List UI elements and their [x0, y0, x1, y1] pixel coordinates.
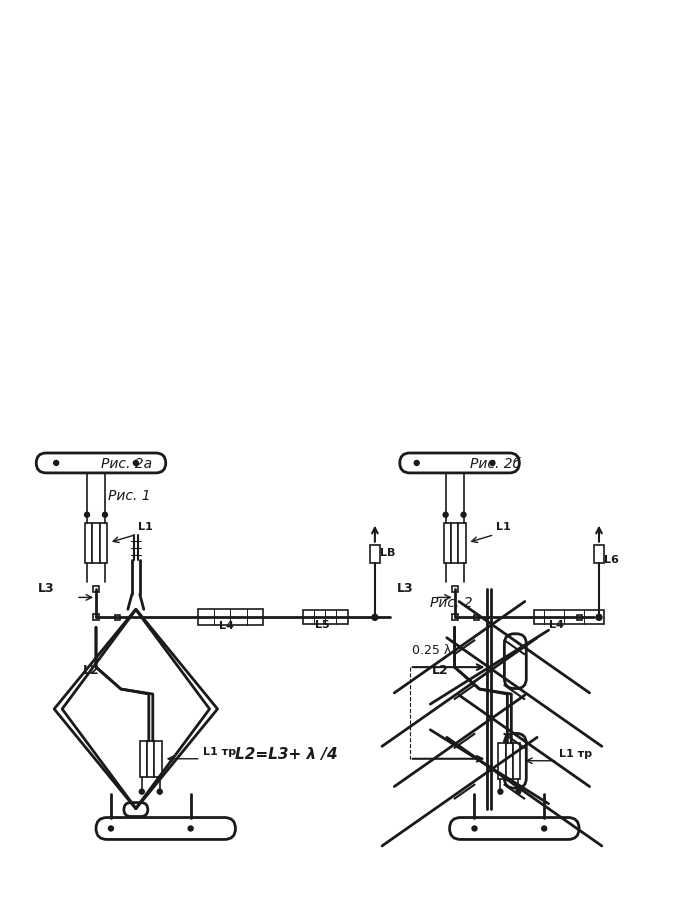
FancyBboxPatch shape [505, 734, 526, 788]
Circle shape [54, 460, 58, 466]
Text: L1: L1 [496, 521, 511, 531]
Bar [452, 614, 457, 620]
Text: Рис. 1: Рис. 1 [108, 489, 150, 503]
Circle shape [498, 789, 503, 794]
Text: Рис. 2б: Рис. 2б [470, 457, 521, 471]
Circle shape [541, 826, 546, 831]
Bar [506, 743, 513, 779]
Bar [147, 741, 155, 777]
FancyBboxPatch shape [36, 453, 166, 473]
Text: L2: L2 [83, 664, 100, 677]
Circle shape [139, 789, 144, 794]
Circle shape [596, 614, 602, 620]
Circle shape [461, 512, 466, 517]
Bar [458, 522, 466, 563]
Bar [93, 586, 99, 592]
Text: L3: L3 [397, 583, 413, 595]
Bar [443, 522, 451, 563]
Circle shape [443, 512, 448, 517]
Bar [140, 741, 147, 777]
Circle shape [102, 512, 107, 517]
Circle shape [414, 460, 419, 466]
Bar [513, 743, 521, 779]
Bar [452, 586, 457, 592]
FancyBboxPatch shape [400, 453, 519, 473]
FancyBboxPatch shape [96, 817, 235, 840]
Text: Рис. 2а: Рис. 2а [101, 457, 152, 471]
Text: L6: L6 [604, 555, 619, 565]
Circle shape [490, 460, 495, 466]
Circle shape [84, 512, 90, 517]
Text: L1: L1 [138, 521, 152, 531]
Text: L4: L4 [549, 620, 564, 630]
Circle shape [188, 826, 193, 831]
Bar [498, 743, 506, 779]
Circle shape [472, 826, 477, 831]
Bar [303, 610, 347, 624]
Bar [85, 522, 93, 563]
Circle shape [157, 789, 162, 794]
Bar [198, 610, 263, 626]
FancyBboxPatch shape [450, 817, 579, 840]
Circle shape [109, 826, 113, 831]
Text: L4: L4 [219, 621, 233, 631]
Bar [535, 610, 604, 624]
Text: L2=L3+ λ /4: L2=L3+ λ /4 [235, 747, 338, 761]
Text: L2: L2 [432, 664, 448, 677]
Bar [155, 741, 161, 777]
Bar [93, 522, 100, 563]
Bar [370, 545, 380, 563]
Circle shape [134, 460, 139, 466]
Text: 0.25 λ: 0.25 λ [412, 645, 451, 657]
Text: LB: LB [380, 547, 395, 557]
Circle shape [372, 614, 378, 620]
Bar [93, 614, 99, 620]
Bar [474, 615, 479, 619]
Text: L5: L5 [315, 620, 330, 630]
FancyBboxPatch shape [505, 634, 526, 689]
Bar [451, 522, 458, 563]
Text: L1 тр: L1 тр [559, 749, 592, 759]
Text: Рис. 2: Рис. 2 [429, 596, 473, 610]
FancyBboxPatch shape [124, 803, 148, 816]
Text: L1 тр: L1 тр [203, 747, 236, 757]
Text: L3: L3 [38, 583, 55, 595]
Bar [576, 615, 582, 619]
Bar [116, 615, 120, 619]
Bar [594, 545, 604, 563]
Circle shape [516, 789, 521, 794]
Bar [100, 522, 107, 563]
